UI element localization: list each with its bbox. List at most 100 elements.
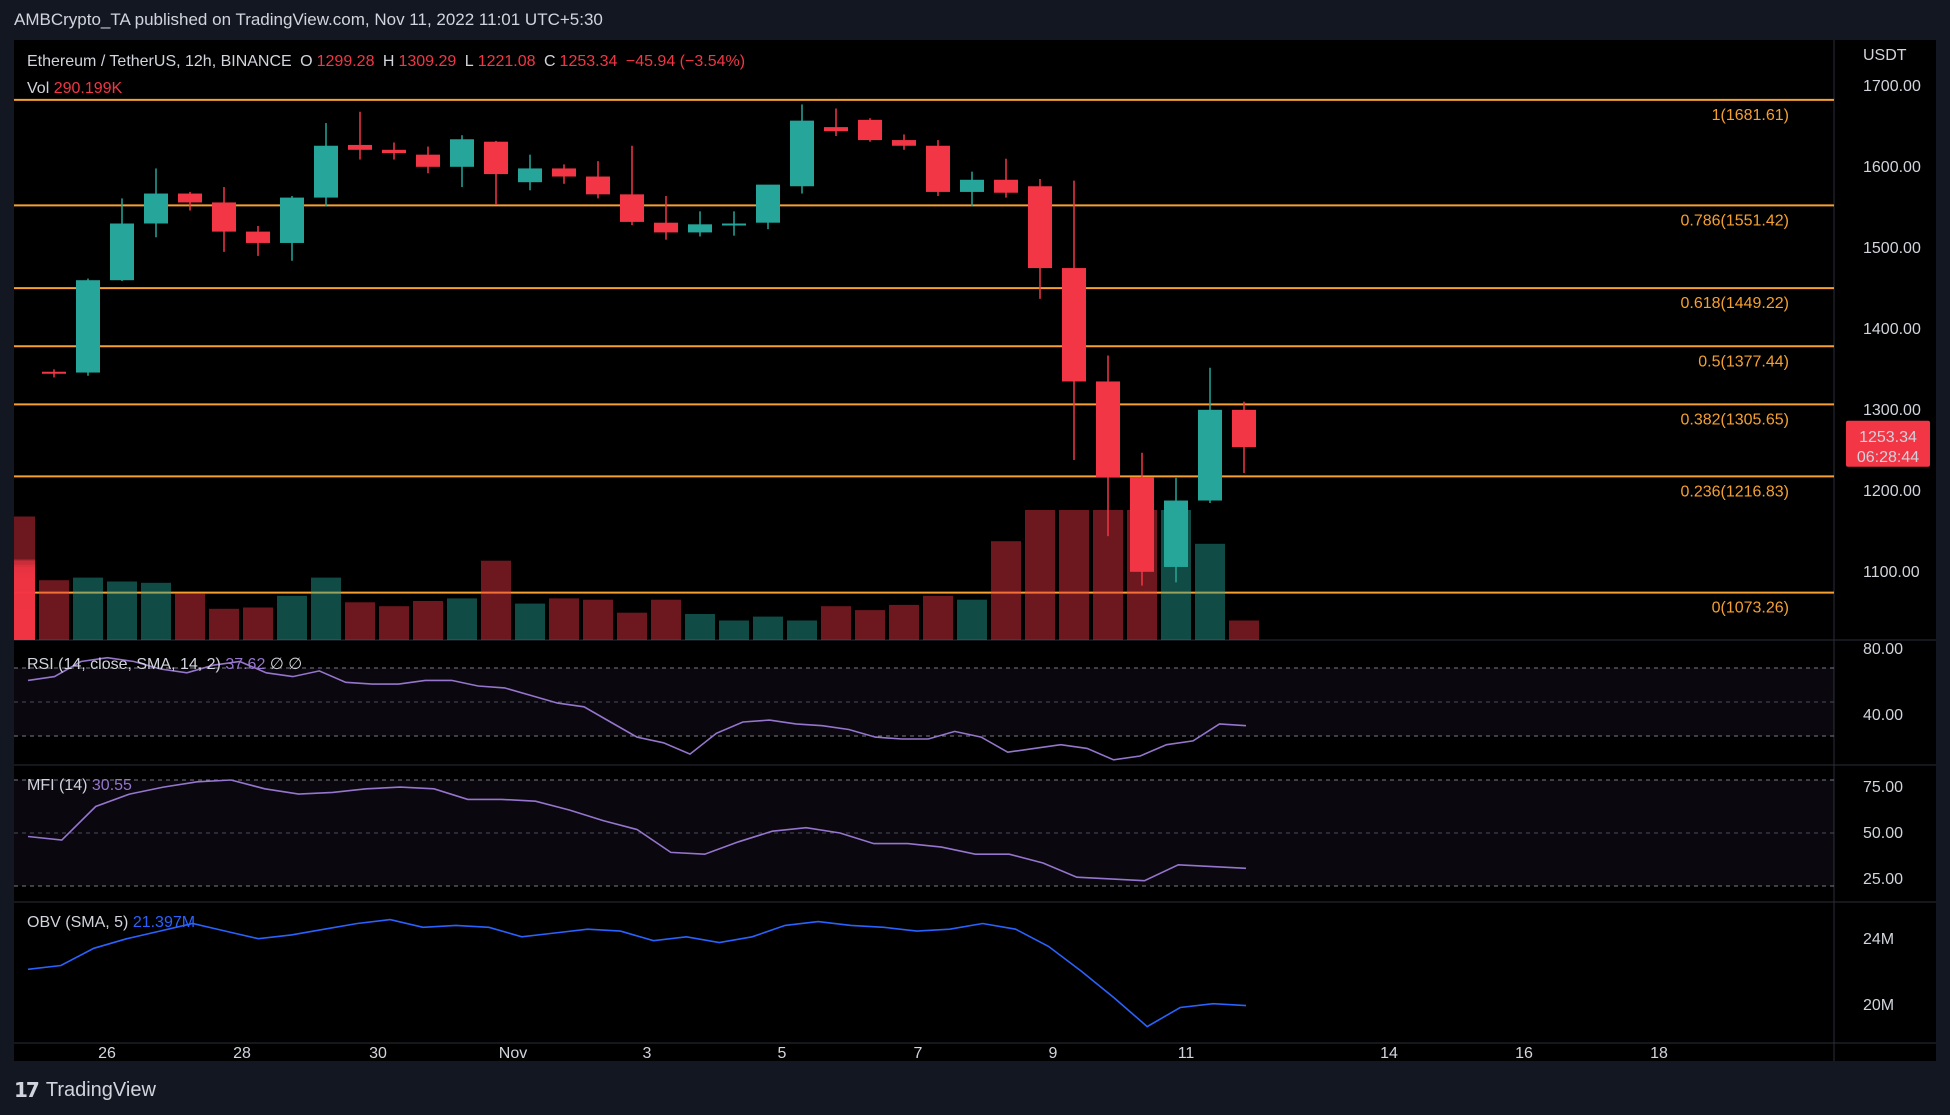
volume-bar <box>14 612 35 640</box>
candle-body <box>314 145 338 198</box>
x-tick-label: 30 <box>369 1045 387 1061</box>
rsi-line <box>27 656 1247 761</box>
fib-level-label: 0.5(1377.44) <box>1698 353 1789 370</box>
volume-bar <box>685 614 715 640</box>
rsi-tick-label: 40.00 <box>1863 707 1903 724</box>
fib-level-label: 0.618(1449.22) <box>1680 295 1789 312</box>
candle-body <box>1164 500 1188 567</box>
candle-body <box>280 197 304 243</box>
fib-level-label: 0.236(1216.83) <box>1680 483 1789 500</box>
rsi-extra: ∅ ∅ <box>269 656 303 673</box>
volume-bar <box>889 604 919 640</box>
tradingview-logo-icon: 17 <box>14 1078 40 1102</box>
brand-name: TradingView <box>45 1078 156 1101</box>
bar-countdown: 06:28:44 <box>1857 449 1919 466</box>
candle-body <box>1062 268 1086 382</box>
volume-bar <box>1093 510 1123 640</box>
candle-body <box>484 141 508 175</box>
candle-body <box>212 202 236 232</box>
candle-body <box>722 223 746 226</box>
candle-body <box>450 139 474 167</box>
volume-bar <box>957 599 987 640</box>
volume-bar <box>447 598 477 640</box>
mfi-line <box>27 779 1247 882</box>
chart-canvas[interactable]: USDT 1100.00 1200.00 1300.00 1400.00 1500.00 1… <box>14 40 1936 1061</box>
candle-body <box>518 168 542 183</box>
candle-body <box>178 193 202 203</box>
volume-bar <box>209 608 239 640</box>
currency-label: USDT <box>1863 47 1907 64</box>
x-tick-label: 14 <box>1380 1045 1398 1061</box>
candle-body <box>42 371 66 374</box>
candle-body <box>1198 409 1222 501</box>
x-tick-label: 5 <box>778 1045 787 1061</box>
obv-legend[interactable]: OBV (SMA, 5) 21.397M <box>27 914 195 932</box>
volume-bar <box>14 564 35 640</box>
volume-bar <box>583 599 613 640</box>
chart-frame[interactable]: USDT 1100.00 1200.00 1300.00 1400.00 1500.00 1… <box>14 40 1936 1061</box>
mfi-value: 30.55 <box>91 777 132 794</box>
candle-body <box>246 231 270 243</box>
volume-bar <box>14 572 35 640</box>
volume-bar <box>311 577 341 640</box>
candle-body <box>654 222 678 233</box>
candle-body <box>348 144 372 150</box>
candle-body <box>756 184 780 223</box>
change-value: −45.94 (−3.54%) <box>625 53 746 70</box>
candle-body <box>1232 409 1256 448</box>
volume-label: Vol <box>27 80 50 97</box>
low-label: L <box>464 53 474 70</box>
price-tick-label: 1400.00 <box>1863 321 1921 338</box>
volume-bar <box>39 580 69 640</box>
fib-level-label: 1(1681.61) <box>1712 107 1789 124</box>
candle-body <box>620 194 644 222</box>
candle-body <box>994 179 1018 193</box>
volume-bar <box>549 598 579 640</box>
volume-bar <box>14 559 35 640</box>
obv-value: 21.397M <box>132 914 196 931</box>
candle-body <box>1130 477 1154 572</box>
obv-line <box>27 918 1247 1028</box>
candle-body <box>1028 186 1052 269</box>
x-tick-label: 18 <box>1650 1045 1668 1061</box>
tradingview-brand[interactable]: 17 TradingView <box>14 1078 156 1102</box>
close-value: 1253.34 <box>559 53 618 70</box>
high-label: H <box>382 53 395 70</box>
price-tick-label: 1600.00 <box>1863 159 1921 176</box>
fib-level-label: 0.786(1551.42) <box>1680 212 1789 229</box>
volume-bar <box>14 577 35 640</box>
candle-body <box>144 193 168 224</box>
volume-value: 290.199K <box>53 80 123 97</box>
volume-bar <box>379 606 409 640</box>
volume-bar <box>175 593 205 640</box>
rsi-tick-label: 80.00 <box>1863 641 1903 658</box>
rsi-value: 37.62 <box>225 656 266 673</box>
candle-body <box>76 280 100 373</box>
volume-bar <box>1059 510 1089 640</box>
volume-bar <box>991 541 1021 640</box>
x-tick-label: 28 <box>233 1045 251 1061</box>
mfi-tick-label: 25.00 <box>1863 871 1903 888</box>
close-label: C <box>543 53 556 70</box>
volume-bar <box>107 581 137 640</box>
symbol-name[interactable]: Ethereum / TetherUS, 12h, BINANCE <box>27 53 292 70</box>
volume-bar <box>1025 510 1055 640</box>
low-value: 1221.08 <box>477 53 536 70</box>
x-tick-label: 7 <box>914 1045 923 1061</box>
last-price-value: 1253.34 <box>1859 429 1917 446</box>
mfi-legend[interactable]: MFI (14) 30.55 <box>27 777 132 795</box>
candle-body <box>858 119 882 141</box>
volume-bar <box>855 610 885 640</box>
rsi-legend[interactable]: RSI (14, close, SMA, 14, 2) 37.62 ∅ ∅ <box>27 654 302 674</box>
volume-bar <box>753 616 783 640</box>
candle-body <box>552 168 576 177</box>
candle-body <box>926 145 950 192</box>
candle-body <box>960 179 984 192</box>
candle-body <box>416 154 440 167</box>
volume-bar <box>14 567 35 640</box>
volume-bar <box>14 608 35 640</box>
volume-bar <box>73 577 103 640</box>
mfi-tick-label: 50.00 <box>1863 825 1903 842</box>
candle-body <box>824 127 848 132</box>
obv-tick-label: 24M <box>1863 931 1894 948</box>
